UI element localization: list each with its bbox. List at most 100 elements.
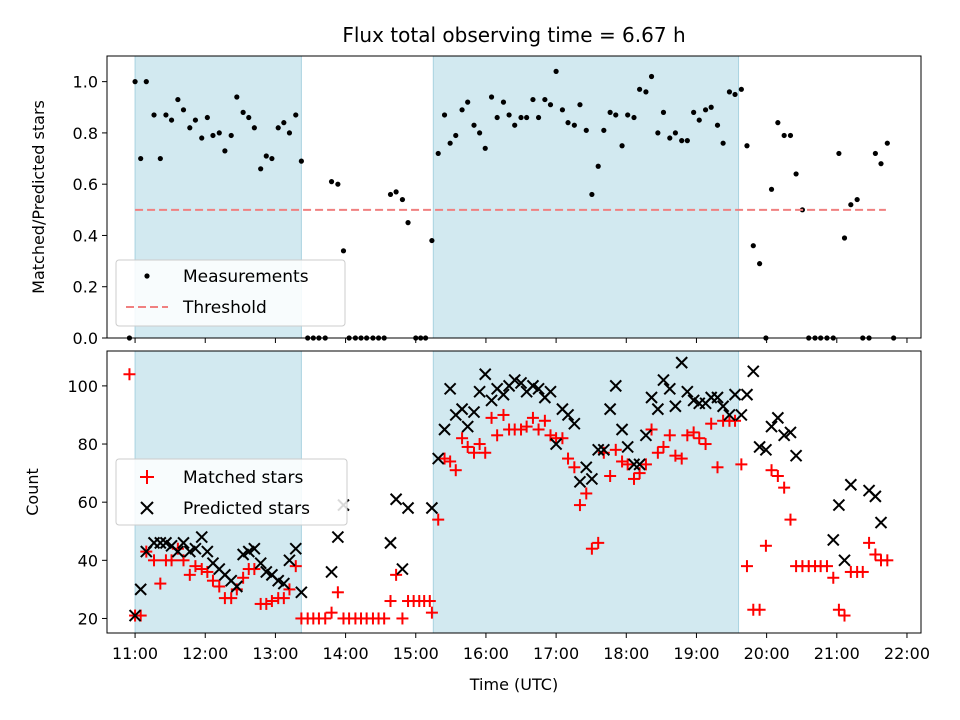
predicted-star-point bbox=[681, 385, 694, 398]
measurement-point bbox=[565, 120, 571, 126]
measurement-point bbox=[547, 102, 554, 108]
matched-star-point bbox=[456, 432, 469, 445]
x-tick-label: 15:00 bbox=[393, 644, 439, 663]
measurement-point bbox=[744, 143, 750, 149]
predicted-star-point bbox=[784, 426, 797, 439]
predicted-star-point bbox=[189, 542, 202, 555]
count-points bbox=[123, 356, 894, 625]
predicted-star-point bbox=[669, 400, 682, 413]
ratio-legend: Measurements Threshold bbox=[115, 259, 346, 327]
matched-star-point bbox=[784, 513, 797, 526]
count-axes-frame bbox=[106, 350, 922, 634]
measurement-point bbox=[667, 135, 673, 141]
matched-star-point bbox=[820, 560, 833, 573]
predicted-star-point bbox=[295, 586, 308, 599]
ratio-panel: 0.0 0.2 0.4 0.6 0.8 1.0 Matched/Predicted sta… bbox=[29, 55, 922, 348]
measurement-point bbox=[293, 112, 299, 118]
matched-star-point bbox=[497, 408, 510, 421]
x-tick-label: 20:00 bbox=[744, 644, 790, 663]
predicted-star-point bbox=[609, 379, 622, 393]
measurement-point bbox=[768, 186, 775, 192]
predicted-star-point bbox=[753, 440, 766, 454]
legend-matched-label: Matched stars bbox=[183, 468, 303, 488]
matched-star-point bbox=[616, 455, 629, 468]
measurement-point bbox=[275, 125, 281, 131]
measurement-point bbox=[405, 220, 411, 226]
matched-star-point bbox=[491, 429, 504, 442]
matched-star-point bbox=[148, 554, 161, 567]
matched-star-point bbox=[645, 423, 658, 436]
measurement-point bbox=[151, 112, 157, 118]
matched-star-point bbox=[485, 411, 498, 424]
measurement-point bbox=[500, 99, 507, 105]
measurement-point bbox=[684, 138, 690, 144]
predicted-star-point bbox=[532, 382, 545, 396]
measurement-point bbox=[637, 86, 643, 92]
x-tick-label: 18:00 bbox=[603, 644, 649, 663]
count-y-axis-label: Count bbox=[23, 468, 42, 516]
matched-star-point bbox=[699, 438, 712, 451]
count-legend-box bbox=[115, 458, 348, 526]
matched-star-point bbox=[832, 603, 845, 616]
matched-star-point bbox=[195, 563, 208, 576]
matched-star-point bbox=[759, 539, 772, 552]
y-tick-label: 80 bbox=[78, 435, 98, 454]
matched-star-point bbox=[277, 592, 290, 605]
matched-star-point bbox=[639, 458, 652, 471]
count-legend: Matched stars Predicted stars bbox=[115, 458, 348, 526]
predicted-star-point bbox=[728, 388, 742, 401]
ratio-y-ticks: 0.0 0.2 0.4 0.6 0.8 1.0 bbox=[73, 73, 107, 348]
predicted-star-point bbox=[627, 458, 641, 471]
measurement-point bbox=[269, 155, 275, 162]
predicted-star-point bbox=[759, 443, 773, 457]
measurement-point bbox=[143, 79, 149, 85]
x-tick-label: 17:00 bbox=[533, 644, 579, 663]
matched-star-point bbox=[592, 536, 605, 549]
measurement-point bbox=[631, 114, 637, 121]
measurement-point bbox=[286, 130, 293, 136]
matched-star-point bbox=[580, 487, 593, 500]
predicted-star-point bbox=[633, 458, 646, 471]
y-tick-label: 100 bbox=[67, 377, 98, 396]
measurement-point bbox=[263, 153, 269, 159]
matched-star-point bbox=[693, 432, 706, 445]
predicted-star-point bbox=[289, 542, 302, 555]
matched-star-point bbox=[319, 612, 332, 625]
measurement-point bbox=[601, 127, 607, 133]
predicted-star-point bbox=[479, 368, 492, 381]
measurement-point bbox=[453, 132, 459, 139]
matched-star-point bbox=[123, 368, 136, 381]
matched-star-point bbox=[449, 464, 462, 477]
legend-predicted-label: Predicted stars bbox=[183, 499, 310, 519]
matched-star-point bbox=[331, 586, 344, 599]
matched-star-point bbox=[881, 554, 894, 567]
matched-star-point bbox=[778, 481, 791, 494]
measurement-point bbox=[841, 235, 848, 241]
predicted-star-point bbox=[384, 536, 397, 550]
predicted-star-point bbox=[461, 420, 474, 433]
predicted-star-point bbox=[869, 490, 882, 503]
count-x-ticks: 11:00 12:00 13:00 14:00 15:00 16:00 17:00 18:00… bbox=[112, 633, 930, 663]
matched-star-point bbox=[473, 438, 486, 451]
predicted-star-point bbox=[134, 583, 147, 596]
measurement-point bbox=[506, 112, 512, 118]
predicted-star-point bbox=[473, 385, 486, 398]
ratio-x-ticks bbox=[134, 338, 908, 343]
measurement-point bbox=[679, 138, 685, 144]
predicted-star-point bbox=[396, 562, 409, 576]
predicted-star-point bbox=[789, 449, 803, 462]
matched-star-point bbox=[729, 414, 742, 427]
measurement-point bbox=[854, 196, 860, 203]
predicted-star-point bbox=[561, 408, 575, 422]
measurement-point bbox=[157, 155, 163, 162]
measurement-point bbox=[228, 132, 234, 139]
predicted-star-point bbox=[544, 385, 557, 398]
matched-star-point bbox=[432, 513, 445, 526]
measurement-point bbox=[435, 150, 441, 157]
measurement-point bbox=[298, 158, 304, 164]
predicted-star-point bbox=[230, 580, 244, 593]
measurement-point bbox=[738, 86, 744, 92]
matched-star-point bbox=[237, 571, 250, 584]
measurement-point bbox=[163, 112, 169, 118]
y-tick-label: 20 bbox=[78, 609, 98, 628]
